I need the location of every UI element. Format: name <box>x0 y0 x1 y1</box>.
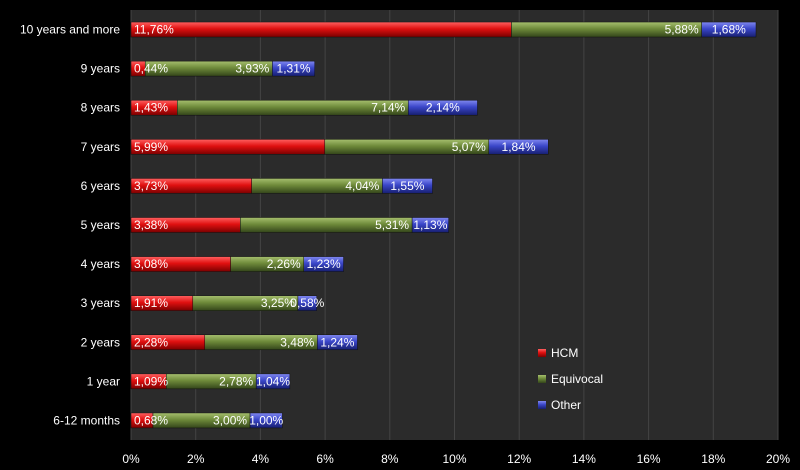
value-axis-labels: 0% 2% 4% 6% 8% 10% 12% 14% 16% 18% 20% <box>122 452 790 466</box>
data-label-other: 0,58% <box>290 296 324 310</box>
category-label: 6 years <box>81 179 120 193</box>
legend-swatch-other <box>538 401 546 409</box>
data-label-hcm: 1,09% <box>134 374 168 388</box>
data-label-equivocal: 3,48% <box>280 335 314 349</box>
category-label: 5 years <box>81 218 120 232</box>
data-label-hcm: 11,76% <box>134 23 174 37</box>
data-label-other: 1,68% <box>712 23 746 37</box>
x-tick-label: 0% <box>122 452 140 466</box>
category-label: 6-12 months <box>53 413 120 427</box>
x-tick-label: 16% <box>637 452 661 466</box>
data-label-equivocal: 5,31% <box>375 218 409 232</box>
data-label-hcm: 2,28% <box>134 335 168 349</box>
x-tick-label: 20% <box>766 452 790 466</box>
data-label-hcm: 3,38% <box>134 218 168 232</box>
legend-swatch-hcm <box>538 349 546 357</box>
bar-segment-other <box>488 139 549 155</box>
data-label-equivocal: 4,04% <box>345 179 379 193</box>
legend-swatch-equivocal <box>538 375 546 383</box>
x-tick-label: 6% <box>316 452 334 466</box>
data-label-equivocal: 3,25% <box>261 296 295 310</box>
data-label-hcm: 0,44% <box>134 62 168 76</box>
legend-label-hcm: HCM <box>551 346 578 360</box>
data-label-hcm: 0,68% <box>134 413 168 427</box>
bar-segment-other <box>272 60 315 77</box>
data-label-equivocal: 5,07% <box>452 140 486 154</box>
x-tick-label: 8% <box>381 452 399 466</box>
data-label-other: 1,31% <box>277 62 311 76</box>
data-label-hcm: 3,08% <box>134 257 168 271</box>
bar-segment-other <box>297 295 317 311</box>
x-tick-label: 14% <box>572 452 596 466</box>
category-axis-labels: 10 years and more 9 years 8 years 7 years 6 … <box>20 23 120 428</box>
data-label-equivocal: 3,00% <box>213 413 247 427</box>
data-label-hcm: 1,91% <box>134 296 168 310</box>
legend-label-equivocal: Equivocal <box>551 372 603 386</box>
bar-segment-other <box>701 21 757 38</box>
data-label-equivocal: 7,14% <box>371 101 405 115</box>
data-label-hcm: 5,99% <box>134 140 168 154</box>
bar-segment-hcm <box>130 21 512 38</box>
category-label: 4 years <box>81 257 120 271</box>
data-label-equivocal: 5,88% <box>665 23 699 37</box>
x-tick-label: 12% <box>507 452 531 466</box>
category-label: 9 years <box>81 62 120 76</box>
data-label-other: 1,13% <box>413 218 447 232</box>
data-label-hcm: 1,43% <box>134 101 168 115</box>
bars: 11,76% 5,88% 1,68% 0,44% 3,93% 1,31% 1,43% 7,14… <box>130 21 757 429</box>
data-label-equivocal: 2,26% <box>267 257 301 271</box>
bar-segment-other <box>303 256 344 272</box>
data-label-other: 1,84% <box>502 140 536 154</box>
bar-segment-other <box>382 178 433 194</box>
x-tick-label: 4% <box>252 452 270 466</box>
x-tick-label: 18% <box>701 452 725 466</box>
data-label-equivocal: 3,93% <box>235 62 269 76</box>
data-label-other: 1,00% <box>249 413 283 427</box>
data-label-other: 2,14% <box>426 101 460 115</box>
data-label-other: 1,04% <box>256 374 290 388</box>
bar-segment-other <box>249 412 283 429</box>
category-label: 7 years <box>81 140 120 154</box>
data-label-hcm: 3,73% <box>134 179 168 193</box>
category-label: 8 years <box>81 101 120 115</box>
data-label-other: 1,55% <box>390 179 424 193</box>
data-label-other: 1,24% <box>320 335 354 349</box>
bar-segment-other <box>255 373 291 390</box>
category-label: 10 years and more <box>20 23 120 37</box>
legend-label-other: Other <box>551 398 581 412</box>
x-tick-label: 10% <box>442 452 466 466</box>
x-tick-label: 2% <box>187 452 205 466</box>
legend: HCM Equivocal Other <box>538 346 603 412</box>
bar-segment-other <box>407 99 478 116</box>
category-label: 2 years <box>81 335 120 349</box>
category-label: 1 year <box>87 374 120 388</box>
data-label-equivocal: 2,78% <box>219 374 253 388</box>
category-label: 3 years <box>81 296 120 310</box>
data-label-other: 1,23% <box>307 257 341 271</box>
bar-segment-other <box>317 334 358 351</box>
bar-segment-other <box>411 217 449 233</box>
